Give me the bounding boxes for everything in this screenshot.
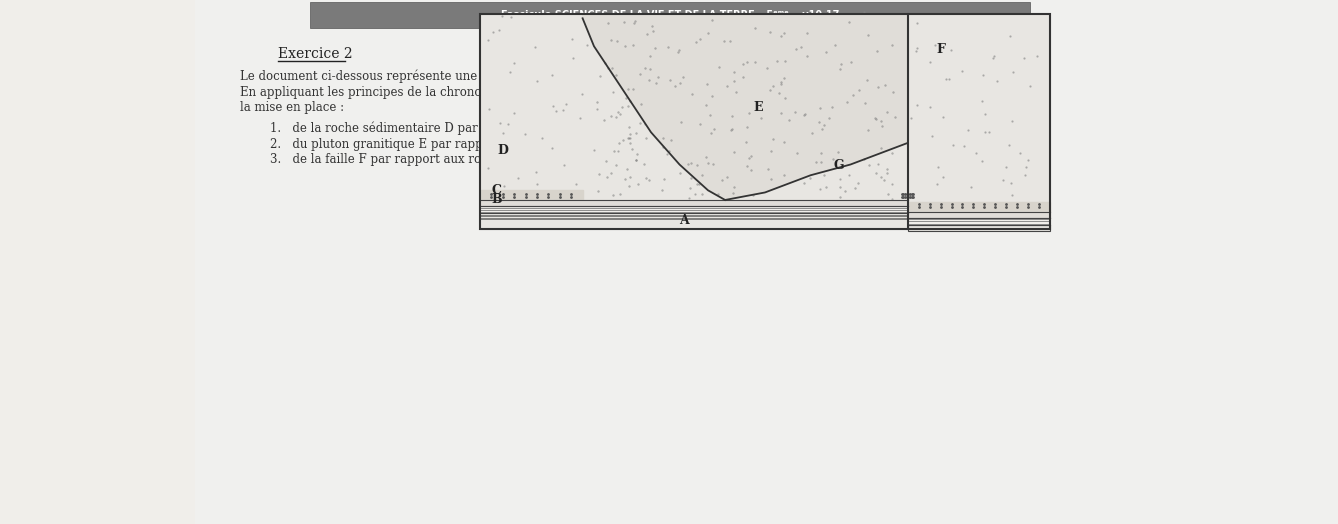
FancyBboxPatch shape — [195, 0, 1338, 524]
Text: D: D — [498, 144, 508, 157]
Polygon shape — [480, 200, 907, 206]
Text: B: B — [491, 193, 502, 206]
Polygon shape — [480, 14, 1050, 229]
Text: F: F — [937, 42, 945, 56]
Text: 1.   de la roche sédimentaire D par rapport aux autres roches sédimentaires A, B: 1. de la roche sédimentaire D par rappor… — [270, 121, 769, 135]
Polygon shape — [582, 14, 907, 200]
Text: Le document ci-dessous représente une coupe géologique simplifiée d’une région: Le document ci-dessous représente une co… — [240, 69, 728, 83]
Polygon shape — [480, 206, 907, 213]
Text: 2.   du pluton granitique E par rapport aux roches sédimentaires D, C et B.: 2. du pluton granitique E par rapport au… — [270, 137, 717, 151]
Polygon shape — [480, 190, 582, 200]
Text: C: C — [491, 183, 502, 196]
Text: la mise en place :: la mise en place : — [240, 102, 344, 115]
Text: En appliquant les principes de la chronologie relative et en Justifiant tes répo: En appliquant les principes de la chrono… — [240, 85, 895, 99]
Bar — [480, 14, 1050, 229]
Bar — [480, 14, 1050, 229]
Text: A: A — [680, 214, 689, 227]
Text: G: G — [834, 159, 844, 172]
Text: Fascicule SCIENCES DE LA VIE ET DE LA TERRE – 5ᵉᵐᵉ    v10.17: Fascicule SCIENCES DE LA VIE ET DE LA TE… — [500, 10, 839, 20]
Text: E: E — [753, 101, 763, 114]
Bar — [480, 214, 907, 221]
Polygon shape — [907, 212, 1050, 219]
FancyBboxPatch shape — [310, 2, 1030, 28]
Polygon shape — [907, 202, 1050, 212]
Bar — [907, 225, 1050, 231]
Text: 3.   de la faille F par rapport aux roches E, D, C, B, et A: 3. de la faille F par rapport aux roches… — [270, 154, 601, 167]
Polygon shape — [907, 219, 1050, 225]
Text: Exercice 2: Exercice 2 — [278, 47, 353, 61]
